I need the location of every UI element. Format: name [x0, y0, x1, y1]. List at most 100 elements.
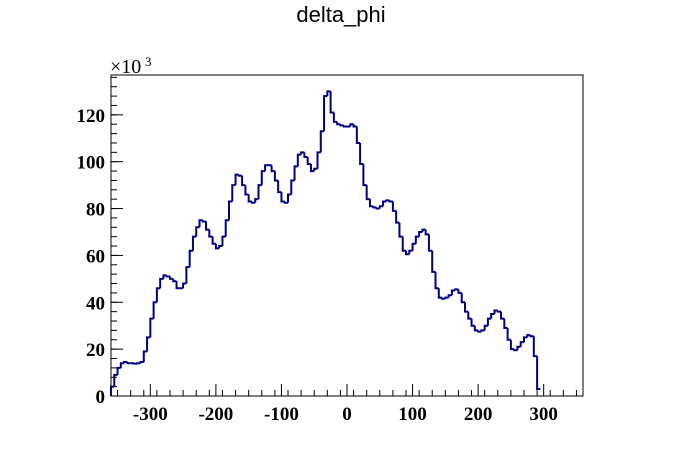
- histogram-bin: [172, 278, 177, 283]
- histogram-bin: [368, 199, 374, 208]
- histogram-bin: [378, 205, 384, 209]
- histogram-bin: [349, 123, 354, 127]
- histogram-bin: [385, 199, 390, 202]
- y-tick-label: 80: [86, 200, 105, 221]
- histogram-bin: [306, 157, 311, 166]
- x-tick-label: -200: [198, 404, 233, 425]
- histogram-bin: [270, 165, 275, 173]
- histogram-bin: [257, 184, 262, 200]
- y-tick-label: 20: [86, 340, 105, 361]
- histogram-bin: [398, 222, 403, 238]
- x-tick-label: -300: [133, 404, 168, 425]
- histogram-bin: [536, 356, 541, 390]
- histogram-bin: [503, 318, 508, 330]
- histogram-bin: [424, 229, 429, 236]
- histogram-bin: [280, 192, 285, 203]
- histogram-bin: [506, 328, 511, 341]
- histogram-bin: [162, 274, 167, 279]
- histogram-bin: [264, 164, 269, 172]
- histogram-bin: [473, 325, 479, 332]
- histogram-bin: [509, 339, 515, 351]
- histogram-bin: [339, 124, 344, 127]
- histogram-bin: [408, 249, 413, 255]
- histogram-bin: [303, 152, 308, 159]
- histogram-bin: [273, 171, 279, 182]
- histogram-bin: [483, 324, 488, 331]
- histogram-bin: [126, 362, 131, 365]
- histogram-bin: [523, 336, 528, 343]
- histogram-bin: [283, 201, 288, 204]
- histogram-bin: [365, 185, 370, 201]
- x-tick-label: 200: [464, 404, 493, 425]
- histogram-bin: [146, 336, 151, 352]
- histogram-bin: [450, 289, 456, 296]
- chart-title: delta_phi: [296, 2, 385, 27]
- histogram-bin: [486, 317, 492, 326]
- histogram-bin: [372, 206, 377, 209]
- histogram-bin: [332, 112, 338, 123]
- histogram-bin: [477, 330, 482, 333]
- y-tick-label: 0: [96, 387, 106, 408]
- histogram-bin: [260, 170, 266, 186]
- histogram-bin: [342, 125, 347, 128]
- histogram-bin: [221, 235, 226, 247]
- histogram-bin: [182, 282, 187, 289]
- histogram-bin: [359, 142, 364, 166]
- y-tick-label: 40: [86, 293, 105, 314]
- histogram-bin: [195, 226, 200, 237]
- histogram-bin: [405, 250, 410, 256]
- y-multiplier-exponent: 3: [145, 54, 152, 69]
- histogram-bin: [427, 234, 433, 252]
- histogram-bin: [293, 165, 298, 181]
- histogram-series: [110, 90, 541, 396]
- histogram-bin: [152, 301, 157, 319]
- histogram-bin: [139, 361, 144, 364]
- histogram-bin: [434, 271, 439, 290]
- histogram-bin: [169, 276, 174, 280]
- histogram-bin: [231, 184, 236, 202]
- histogram-bin: [513, 349, 518, 352]
- histogram-bin: [496, 310, 502, 313]
- histogram-bin: [401, 236, 406, 252]
- histogram-bin: [532, 336, 538, 358]
- y-tick-label: 120: [77, 106, 106, 127]
- histogram-bin: [277, 180, 282, 194]
- histogram-bin: [309, 164, 315, 173]
- histogram-bin: [516, 345, 521, 351]
- histogram-bin: [362, 164, 367, 187]
- histogram-bin: [382, 200, 387, 207]
- histogram-bin: [323, 95, 328, 132]
- histogram-bin: [205, 221, 210, 231]
- histogram-bin: [244, 185, 249, 196]
- plot-frame: [110, 74, 584, 397]
- x-tick-label: -100: [264, 404, 299, 425]
- y-multiplier: ×10 3: [110, 54, 152, 78]
- histogram-bin: [224, 219, 229, 237]
- histogram-bin: [418, 230, 423, 237]
- histogram-bin: [188, 249, 193, 268]
- histogram-bin: [444, 296, 449, 299]
- histogram-bin: [329, 91, 334, 114]
- histogram-bin: [500, 311, 505, 320]
- histogram-bin: [208, 229, 213, 238]
- histogram-bin: [336, 121, 341, 126]
- histogram-bin: [454, 288, 459, 291]
- histogram-bin: [287, 193, 292, 203]
- x-tick-label: 300: [529, 404, 558, 425]
- histogram-bin: [237, 174, 243, 177]
- histogram-bin: [467, 311, 472, 320]
- histogram-bin: [119, 362, 125, 368]
- histogram-bin: [300, 151, 305, 155]
- histogram-bin: [254, 198, 259, 203]
- histogram-bin: [319, 130, 325, 153]
- histogram-bin: [395, 210, 400, 224]
- histogram-bin: [234, 173, 239, 186]
- histogram-bin: [493, 309, 498, 314]
- y-tick-label: 100: [77, 153, 106, 174]
- histogram-bin: [241, 175, 246, 187]
- histogram-bin: [123, 361, 128, 364]
- histogram-bin: [313, 167, 318, 172]
- x-axis: -300 -200 -100 0 100 200 300: [117, 384, 577, 425]
- histogram-bin: [159, 277, 164, 289]
- histogram-bin: [211, 236, 216, 245]
